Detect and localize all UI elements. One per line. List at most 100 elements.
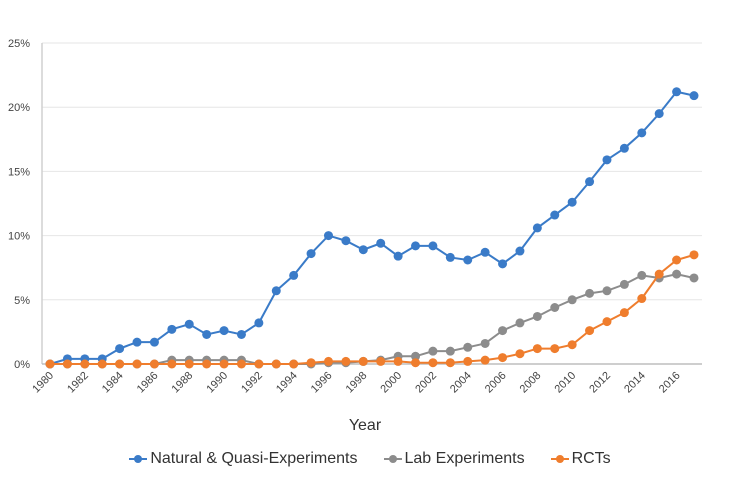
data-point (219, 359, 229, 369)
legend-label: RCTs (571, 450, 611, 467)
x-tick-label: 1986 (135, 370, 161, 396)
data-point (567, 197, 577, 207)
data-point (498, 353, 508, 363)
data-point (376, 238, 386, 248)
data-point (323, 356, 333, 366)
series-lab-experiments (45, 269, 699, 369)
data-point (428, 358, 438, 368)
data-point (341, 236, 351, 246)
legend-item: Natural & Quasi-Experiments (129, 450, 358, 468)
legend-label: Lab Experiments (404, 450, 525, 467)
data-point (445, 252, 455, 262)
data-point (619, 308, 629, 318)
x-tick-label: 2014 (622, 370, 648, 396)
legend-marker-icon (129, 453, 148, 465)
data-point (480, 338, 490, 348)
data-point (97, 359, 107, 369)
series-natural-quasi-experiments (45, 87, 699, 369)
data-point (619, 143, 629, 153)
x-tick-label: 1980 (30, 370, 56, 396)
data-point (202, 329, 212, 339)
data-point (289, 359, 299, 369)
x-tick-label: 1998 (344, 370, 370, 396)
x-tick-label: 1992 (239, 370, 265, 396)
x-tick-label: 1990 (204, 370, 230, 396)
data-point (463, 255, 473, 265)
data-point (567, 340, 577, 350)
data-point (411, 241, 421, 251)
x-tick-label: 1988 (170, 370, 196, 396)
data-point (445, 346, 455, 356)
y-tick-label: 5% (14, 295, 30, 307)
x-axis-label: Year (349, 417, 382, 434)
line-chart: 0% 5% 10% 15% 20% 25% 1980 1982 1984 1986 1988 1990… (8, 38, 702, 434)
data-point (602, 286, 612, 296)
data-point (463, 356, 473, 366)
data-point (236, 359, 246, 369)
series-rcts (45, 250, 699, 369)
data-point (480, 247, 490, 257)
data-point (289, 270, 299, 280)
data-point (323, 231, 333, 241)
legend-marker-icon (383, 453, 402, 465)
data-point (689, 250, 699, 260)
data-point (80, 359, 90, 369)
data-point (149, 359, 159, 369)
data-point (532, 223, 542, 233)
data-point (184, 319, 194, 329)
legend-item: Lab Experiments (383, 450, 525, 468)
data-point (602, 155, 612, 165)
data-point (393, 356, 403, 366)
data-point (689, 273, 699, 283)
data-point (567, 295, 577, 305)
data-point (585, 326, 595, 336)
data-point (550, 344, 560, 354)
data-point (411, 358, 421, 368)
data-point (254, 359, 264, 369)
x-tick-label: 2012 (587, 370, 613, 396)
data-point (463, 342, 473, 352)
data-point (306, 249, 316, 259)
data-point (532, 311, 542, 321)
data-point (45, 359, 55, 369)
data-point (672, 269, 682, 279)
data-point (637, 294, 647, 304)
x-tick-label: 1982 (65, 370, 91, 396)
data-point (149, 337, 159, 347)
x-tick-label: 1996 (309, 370, 335, 396)
legend-marker-icon (550, 453, 569, 465)
data-point (654, 109, 664, 119)
data-point (619, 279, 629, 289)
data-point (358, 245, 368, 255)
data-point (689, 91, 699, 101)
data-point (515, 349, 525, 359)
data-point (167, 324, 177, 334)
series-line (49, 90, 695, 365)
data-point (550, 210, 560, 220)
legend-item: RCTs (550, 450, 611, 468)
data-point (219, 326, 229, 336)
data-point (202, 359, 212, 369)
data-point (132, 359, 142, 369)
data-point (393, 251, 403, 261)
data-point (428, 241, 438, 251)
data-point (654, 269, 664, 279)
y-tick-label: 10% (8, 231, 30, 243)
data-point (271, 359, 281, 369)
y-tick-label: 0% (14, 359, 30, 371)
data-point (254, 318, 264, 328)
data-point (306, 358, 316, 368)
data-point (672, 255, 682, 265)
x-tick-label: 2006 (483, 370, 509, 396)
data-point (672, 87, 682, 97)
data-point (532, 344, 542, 354)
data-point (515, 318, 525, 328)
data-point (585, 288, 595, 298)
data-point (411, 351, 421, 361)
x-tick-label: 2000 (378, 370, 404, 396)
data-point (498, 326, 508, 336)
data-point (637, 270, 647, 280)
data-point (376, 356, 386, 366)
data-point (515, 246, 525, 256)
x-tick-label: 1994 (274, 370, 300, 396)
